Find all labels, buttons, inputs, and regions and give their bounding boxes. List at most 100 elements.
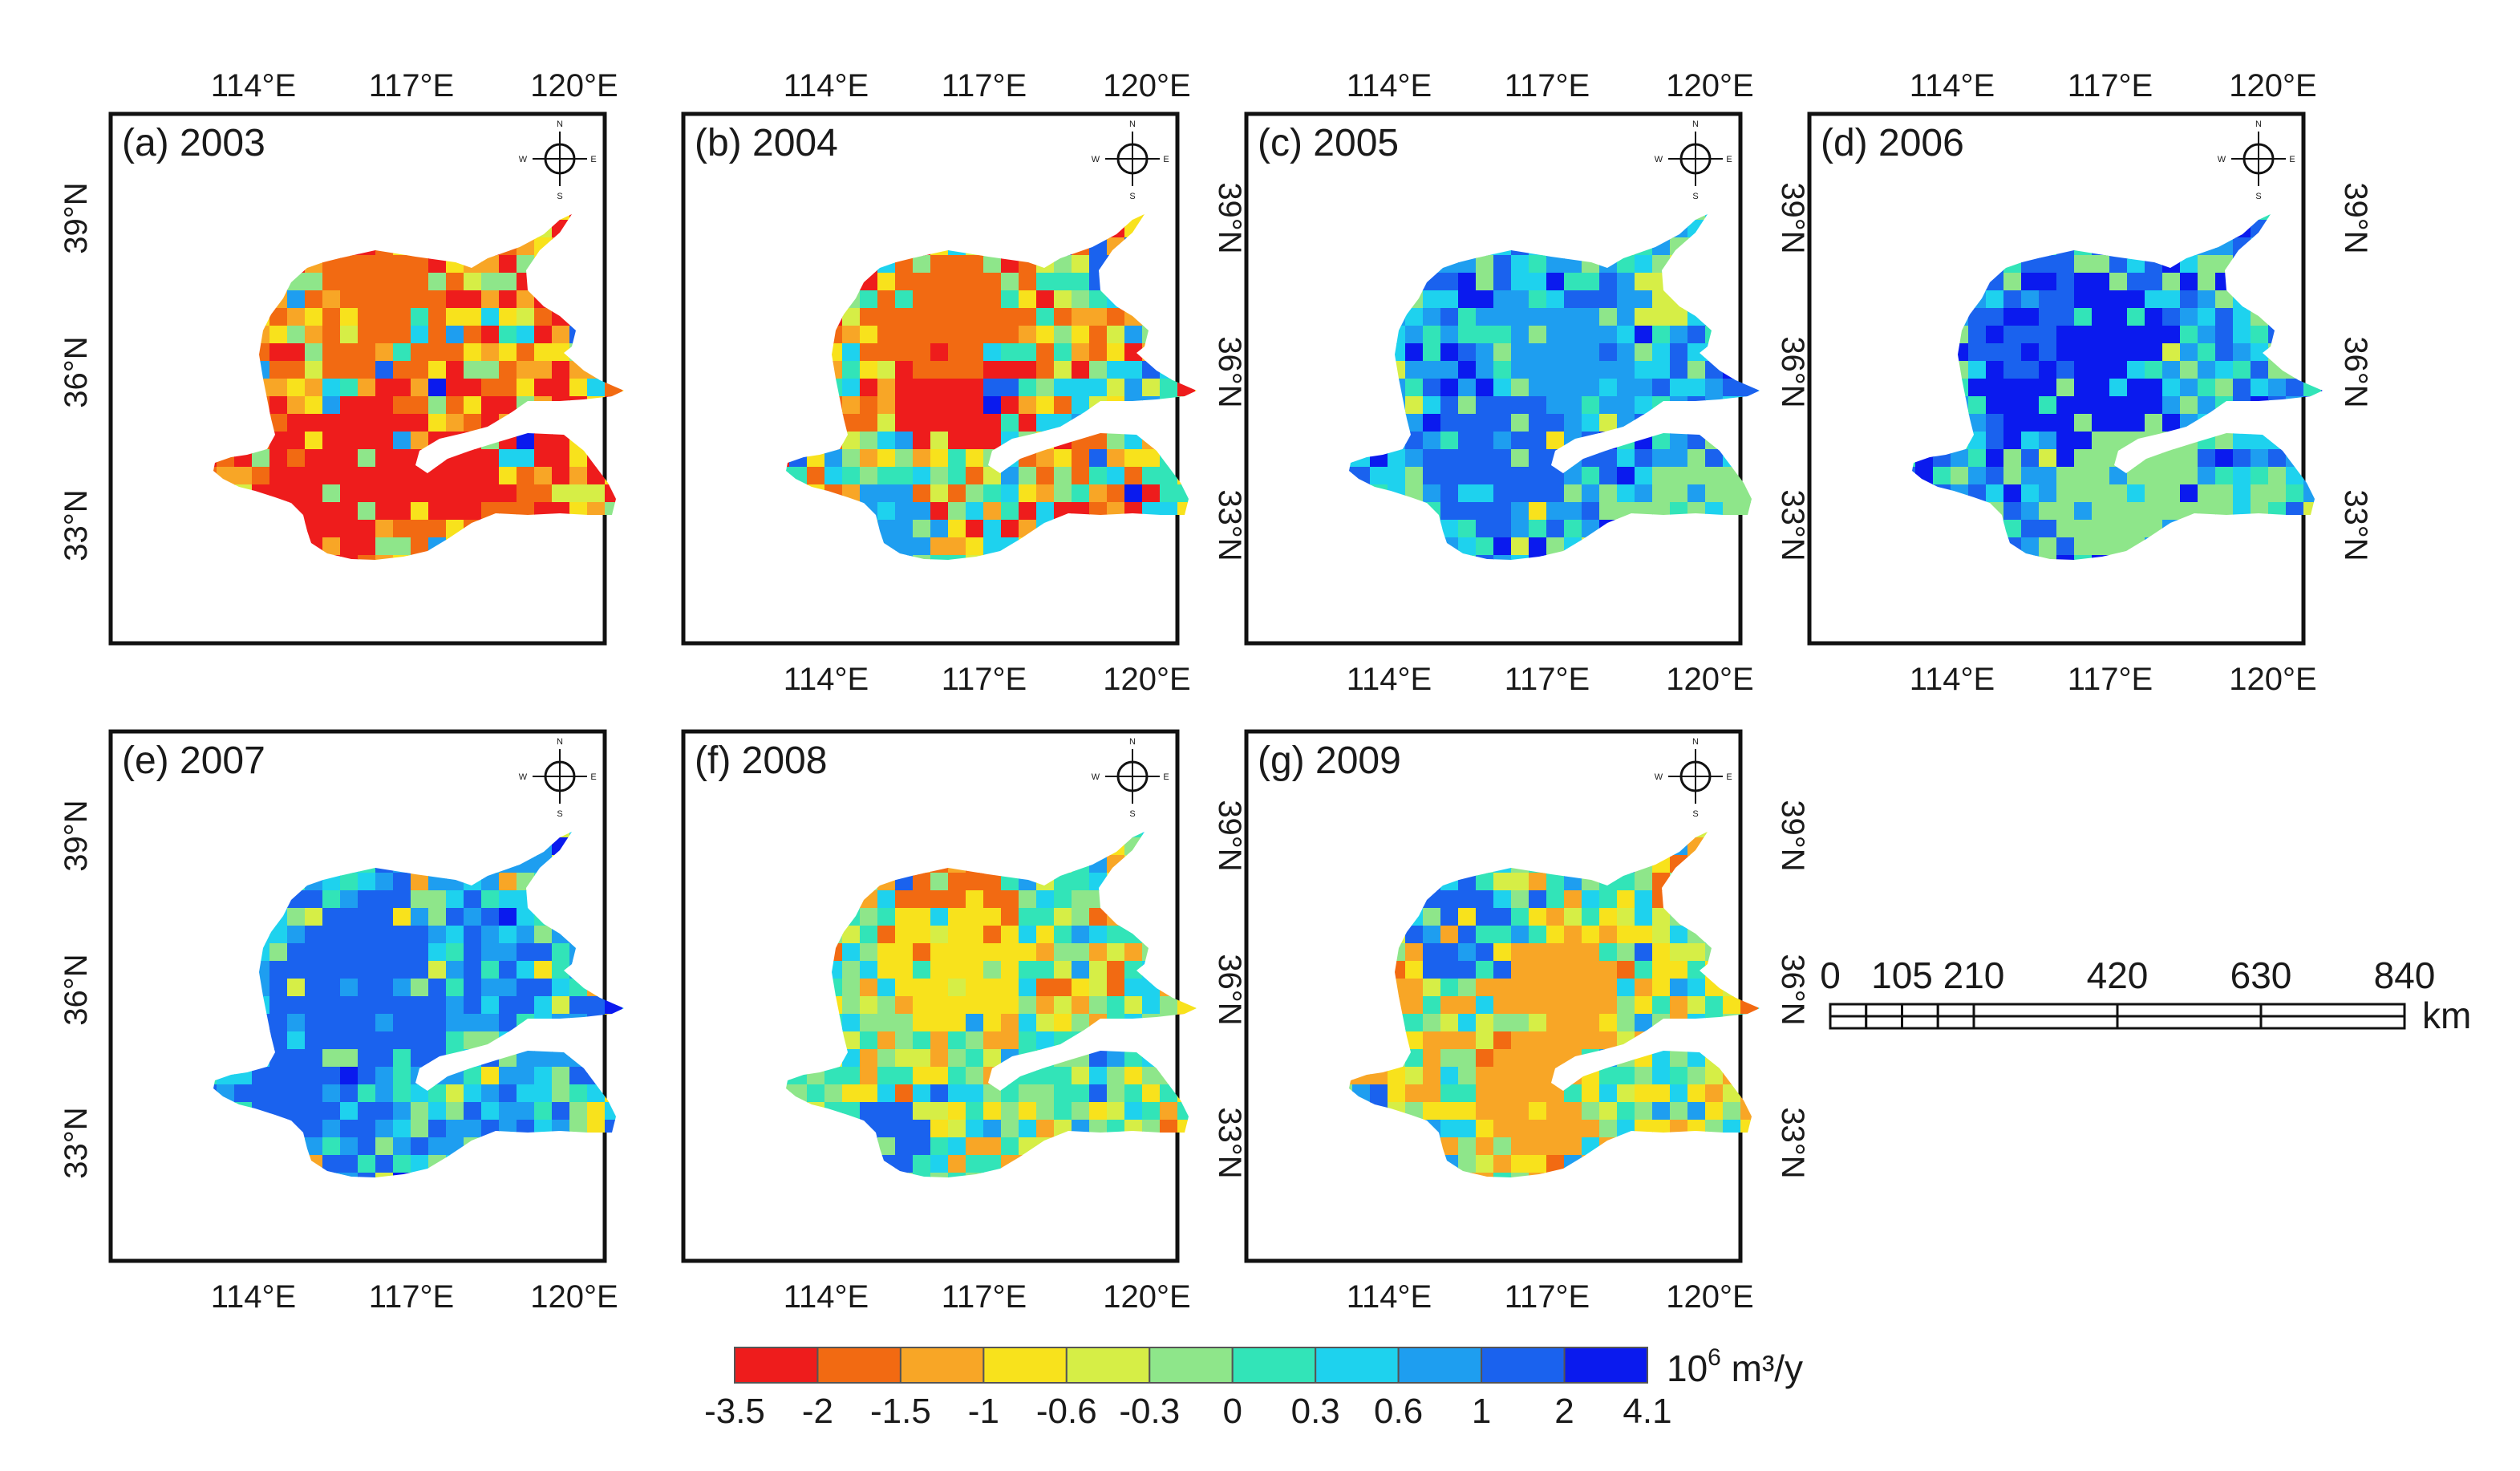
lon-tick-label: 120°E: [1666, 1279, 1753, 1315]
compass-letter: E: [1163, 155, 1169, 164]
legend-swatch: [1397, 1347, 1483, 1384]
lon-tick-label: 114°E: [1347, 68, 1432, 103]
compass-letter: S: [1692, 192, 1698, 201]
scale-label: 105: [1871, 954, 1933, 996]
legend-swatch: [982, 1347, 1068, 1384]
map-panel: (f) 2008 N S E W 114°E 117°E 120°E 39°N 36°N 33°N: [681, 729, 1247, 1315]
legend-tick-label: 4.1: [1623, 1392, 1671, 1431]
map-panel: (b) 2004 N S E W 114°E 114°E 117°E 117°E 120°E 120…: [681, 68, 1247, 697]
legend-tick-label: -0.6: [1036, 1392, 1097, 1431]
lat-tick-label: 33°N: [59, 489, 94, 561]
panel-title: (f) 2008: [695, 740, 827, 782]
lat-tick-label: 33°N: [59, 1107, 94, 1178]
lon-tick-label: 114°E: [1910, 662, 1995, 697]
map-panel: (c) 2005 N S E W 114°E 114°E 117°E 117°E 120°E 120…: [1244, 68, 1810, 697]
lon-tick-label: 117°E: [1505, 1279, 1590, 1315]
map-panel: (g) 2009 N S E W 114°E 117°E 120°E 39°N 36°N 33°N: [1244, 729, 1810, 1315]
lon-tick-label: 114°E: [784, 68, 869, 103]
lat-tick-label: 39°N: [1212, 182, 1247, 253]
lon-tick-label: 117°E: [2068, 662, 2153, 697]
legend-unit-exponent: 6: [1708, 1344, 1721, 1371]
compass-letter: W: [1092, 772, 1100, 782]
compass-letter: E: [590, 772, 596, 782]
scale-label: 840: [2374, 954, 2436, 996]
lon-tick-label: 117°E: [942, 662, 1027, 697]
lon-tick-label: 117°E: [2068, 68, 2153, 103]
legend-swatch: [1481, 1347, 1566, 1384]
legend-swatch: [734, 1347, 819, 1384]
lon-tick-label: 120°E: [1103, 662, 1190, 697]
legend-unit: 106 m³/y: [1667, 1344, 1803, 1389]
lat-tick-label: 39°N: [2338, 182, 2373, 253]
lon-tick-label: 117°E: [942, 68, 1027, 103]
legend-tick-label: -1.5: [870, 1392, 931, 1431]
lon-tick-label: 120°E: [1103, 1279, 1190, 1315]
lat-tick-label: 33°N: [2338, 489, 2373, 561]
compass-letter: N: [557, 120, 563, 129]
lat-tick-label: 39°N: [59, 182, 94, 253]
compass-letter: W: [519, 155, 528, 164]
lat-tick-label: 39°N: [1775, 182, 1810, 253]
compass-letter: N: [1129, 120, 1136, 129]
compass-letter: N: [1692, 737, 1699, 747]
lon-tick-label: 117°E: [369, 1279, 454, 1315]
compass-letter: N: [2255, 120, 2262, 129]
legend-swatch: [899, 1347, 985, 1384]
legend-swatch: [816, 1347, 901, 1384]
lon-tick-label: 117°E: [1505, 68, 1590, 103]
compass-letter: E: [2289, 155, 2295, 164]
lon-tick-label: 120°E: [1666, 662, 1753, 697]
lat-tick-label: 33°N: [1212, 1107, 1247, 1178]
lat-tick-label: 39°N: [59, 800, 94, 871]
legend-tick-label: -2: [802, 1392, 833, 1431]
compass-letter: W: [1092, 155, 1100, 164]
compass-letter: N: [1129, 737, 1136, 747]
compass-letter: N: [557, 737, 563, 747]
lon-tick-label: 114°E: [211, 1279, 296, 1315]
compass-letter: N: [1692, 120, 1699, 129]
scale-unit: km: [2422, 995, 2471, 1036]
lon-tick-label: 117°E: [369, 68, 454, 103]
lat-tick-label: 33°N: [1212, 489, 1247, 561]
lon-tick-label: 117°E: [942, 1279, 1027, 1315]
compass-letter: S: [2255, 192, 2261, 201]
compass-icon: N S E W: [1092, 737, 1169, 819]
scale-label: 630: [2230, 954, 2292, 996]
compass-letter: E: [1163, 772, 1169, 782]
legend-tick-label: 0.6: [1374, 1392, 1423, 1431]
compass-letter: E: [590, 155, 596, 164]
legend-swatch: [1149, 1347, 1234, 1384]
legend-unit-rest: m³/y: [1721, 1347, 1803, 1389]
scale-label: 420: [2087, 954, 2149, 996]
lon-tick-label: 114°E: [211, 68, 296, 103]
compass-letter: E: [1726, 772, 1732, 782]
legend-tick-label: -3.5: [704, 1392, 765, 1431]
compass-letter: S: [557, 809, 562, 819]
compass-letter: W: [1655, 155, 1663, 164]
legend-tick-label: 2: [1554, 1392, 1574, 1431]
compass-letter: W: [1655, 772, 1663, 782]
scale-label: 0: [1820, 954, 1841, 996]
lat-tick-label: 33°N: [1775, 489, 1810, 561]
legend-tick-label: 1: [1472, 1392, 1491, 1431]
legend-unit-base: 10: [1667, 1347, 1708, 1389]
lon-tick-label: 120°E: [1103, 68, 1190, 103]
compass-letter: W: [2218, 155, 2226, 164]
lat-tick-label: 36°N: [1212, 954, 1247, 1025]
compass-icon: N S E W: [519, 120, 597, 201]
compass-icon: N S E W: [1655, 737, 1732, 819]
legend-tick-label: 0: [1222, 1392, 1242, 1431]
compass-letter: S: [557, 192, 562, 201]
lon-tick-label: 120°E: [530, 68, 618, 103]
panel-title: (g) 2009: [1258, 740, 1401, 782]
lat-tick-label: 36°N: [1775, 954, 1810, 1025]
compass-letter: S: [1129, 809, 1135, 819]
lon-tick-label: 120°E: [2229, 662, 2316, 697]
legend-swatch: [1563, 1347, 1648, 1384]
lat-tick-label: 36°N: [59, 336, 94, 407]
panel-title: (e) 2007: [122, 740, 265, 782]
scale-label: 210: [1943, 954, 2005, 996]
map-panel: (e) 2007 N S E W 114°E 117°E 120°E 39°N 36°N 33°N: [59, 729, 624, 1315]
